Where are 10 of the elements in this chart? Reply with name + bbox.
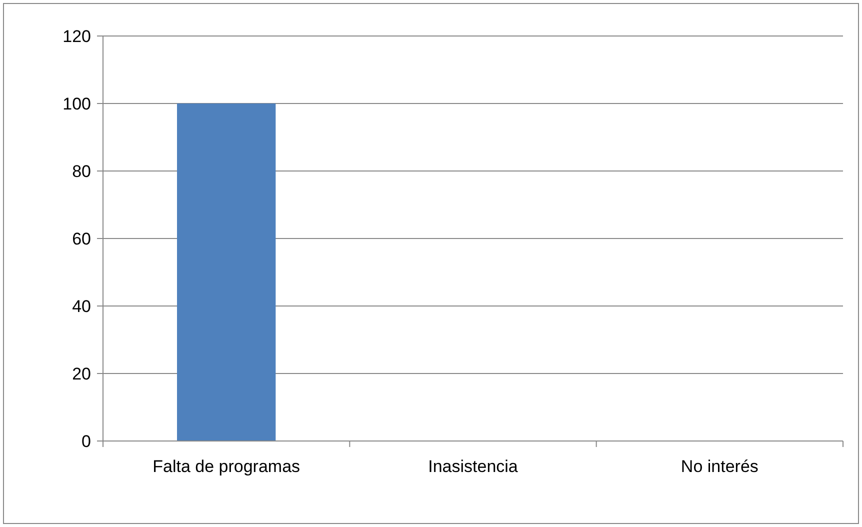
x-tick-label: Inasistencia	[428, 457, 518, 476]
y-tick-label: 100	[62, 94, 91, 114]
y-tick-label: 120	[62, 26, 91, 46]
y-tick-label: 60	[72, 229, 91, 248]
x-tick-label: No interés	[680, 457, 758, 476]
x-tick-label: Falta de programas	[152, 457, 300, 476]
y-tick-label: 20	[72, 364, 91, 384]
y-tick-label: 80	[72, 162, 91, 181]
y-tick-label: 40	[72, 296, 91, 316]
y-tick-label: 0	[82, 432, 91, 451]
